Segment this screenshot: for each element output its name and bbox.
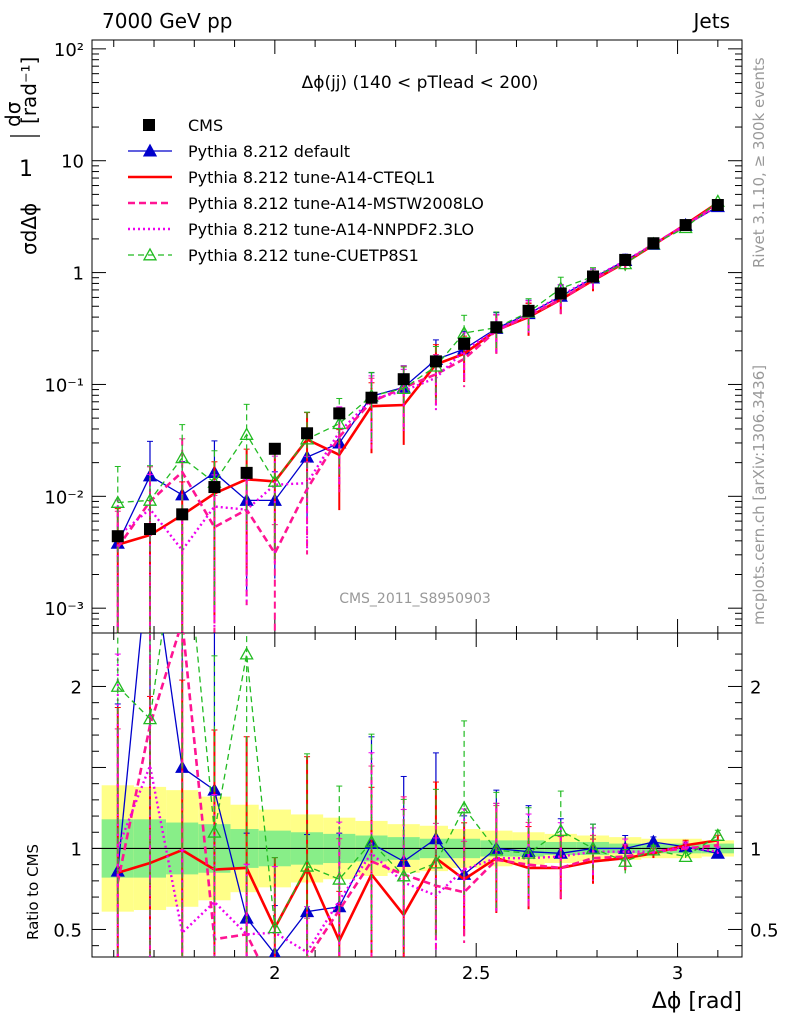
series-data	[111, 199, 724, 543]
data-point	[301, 427, 314, 440]
point-cuetp8s1	[239, 646, 254, 660]
point-cuetp8s1	[457, 800, 472, 814]
y-tick-label: 10⁻²	[44, 487, 84, 508]
header-energy-label: 7000 GeV pp	[102, 9, 233, 33]
point-cuetp8s1	[175, 450, 190, 464]
data-point	[240, 466, 253, 479]
series-cuetp8s1	[110, 633, 725, 957]
y-axis-title-denominator: σdΔϕ	[17, 203, 41, 255]
point-cuetp8s1	[110, 495, 125, 508]
point-cuetp8s1	[239, 427, 254, 440]
legend-label-mstw: Pythia 8.212 tune-A14-MSTW2008LO	[188, 194, 484, 213]
point-cuetp8s1	[110, 679, 125, 692]
data-point	[619, 253, 632, 266]
point-cuetp8s1	[618, 854, 633, 867]
header-jets-label: Jets	[692, 9, 730, 33]
data-point	[429, 355, 442, 368]
data-point	[490, 321, 503, 334]
ratio-y-tick-label-right: 1	[750, 839, 761, 860]
point-cuetp8s1	[142, 493, 158, 506]
point-cuetp8s1	[428, 855, 444, 869]
data-point	[365, 391, 378, 404]
legend-marker-cuetp8s1	[142, 247, 158, 261]
series-line-mstw	[116, 633, 718, 957]
point-cuetp8s1	[553, 823, 568, 837]
data-point	[458, 337, 471, 350]
svg-text:1: 1	[19, 157, 33, 182]
point-cuetp8s1	[678, 849, 693, 863]
ratio-axis-title: Ratio to CMS	[24, 844, 42, 940]
data-point	[208, 481, 221, 494]
point-cuetp8s1	[489, 842, 504, 856]
watermark-label: CMS_2011_S8950903	[339, 591, 491, 607]
y-tick-label: 10⁻³	[44, 599, 84, 620]
legend-label-nnpdf: Pythia 8.212 tune-A14-NNPDF2.3LO	[188, 220, 474, 239]
point-cuetp8s1	[299, 858, 315, 872]
data-point	[554, 287, 567, 300]
point-cuetp8s1	[710, 828, 725, 841]
x-tick-label: 3	[672, 963, 683, 984]
point-cuetp8s1	[396, 381, 411, 395]
data-point	[522, 304, 535, 317]
point-cuetp8s1	[457, 325, 472, 339]
ratio-y-tick-label: 0.5	[53, 920, 82, 941]
series-nnpdf	[114, 633, 721, 957]
data-point	[647, 237, 660, 250]
y-axis-title: 1 dσ σdΔϕ [rad⁻¹]	[1, 57, 41, 255]
legend: CMS Pythia 8.212 default Pythia 8.212 tune…	[128, 116, 484, 265]
legend-marker-data	[143, 119, 155, 131]
y-tick-label: 10²	[54, 40, 84, 61]
y-axis-title-unit: [rad⁻¹]	[17, 57, 41, 124]
series-line-default	[117, 633, 718, 955]
ratio-y-tick-label-right: 0.5	[750, 920, 779, 941]
data-point	[586, 270, 599, 283]
legend-label-data: CMS	[188, 116, 223, 135]
series-default	[110, 199, 725, 633]
y-tick-label: 10	[61, 152, 84, 173]
point-cuetp8s1	[207, 824, 222, 838]
series-line-nnpdf	[116, 761, 719, 954]
point-cuetp8s1	[521, 845, 536, 859]
ratio-panel: 2 2.5 3 0.5 0.5 1 1 2 2	[53, 632, 779, 984]
point-cuetp8s1	[332, 871, 347, 885]
y-tick-label: 1	[73, 264, 84, 285]
data-point	[333, 407, 346, 420]
series-line-cuetp8s1	[117, 633, 719, 931]
series-cuetp8s1	[110, 194, 725, 633]
point-cuetp8s1	[332, 416, 347, 430]
data-point	[711, 199, 724, 212]
x-tick-label: 2.5	[462, 963, 491, 984]
point-cuetp8s1	[646, 842, 661, 856]
mcplots-label: mcplots.cern.ch [arXiv:1306.3436]	[750, 365, 768, 625]
point-cuetp8s1	[267, 474, 282, 487]
y-axis-title-numerator: dσ	[1, 101, 25, 127]
x-tick-label: 2	[269, 963, 280, 984]
legend-label-default: Pythia 8.212 default	[188, 142, 350, 161]
data-point	[143, 523, 156, 536]
data-point	[679, 219, 692, 232]
legend-label-cuetp8s1: Pythia 8.212 tune-CUETP8S1	[188, 246, 419, 265]
data-point	[397, 373, 410, 386]
data-point	[111, 530, 124, 543]
ratio-y-tick-label-right: 2	[750, 677, 761, 698]
x-axis-title: Δϕ [rad]	[652, 989, 742, 1014]
series-line-cuetp8s1	[117, 200, 719, 504]
y-tick-label: 10⁻¹	[44, 375, 84, 396]
data-point	[268, 442, 281, 455]
ratio-y-tick-label: 2	[71, 677, 82, 698]
point-cuetp8s1	[267, 920, 282, 934]
point-cuetp8s1	[585, 841, 601, 854]
rivet-label: Rivet 3.1.10, ≥ 300k events	[750, 57, 768, 268]
ratio-y-tick-label: 1	[71, 839, 82, 860]
ratio-frame	[91, 632, 743, 958]
data-point	[176, 508, 189, 521]
chart-title: Δϕ(jj) (140 < pTlead < 200)	[302, 73, 539, 93]
point-cuetp8s1	[396, 868, 411, 882]
legend-marker-default	[142, 143, 158, 157]
legend-label-cteql1: Pythia 8.212 tune-A14-CTEQL1	[188, 168, 435, 187]
point-cuetp8s1	[364, 834, 379, 848]
point-cuetp8s1	[142, 711, 158, 725]
